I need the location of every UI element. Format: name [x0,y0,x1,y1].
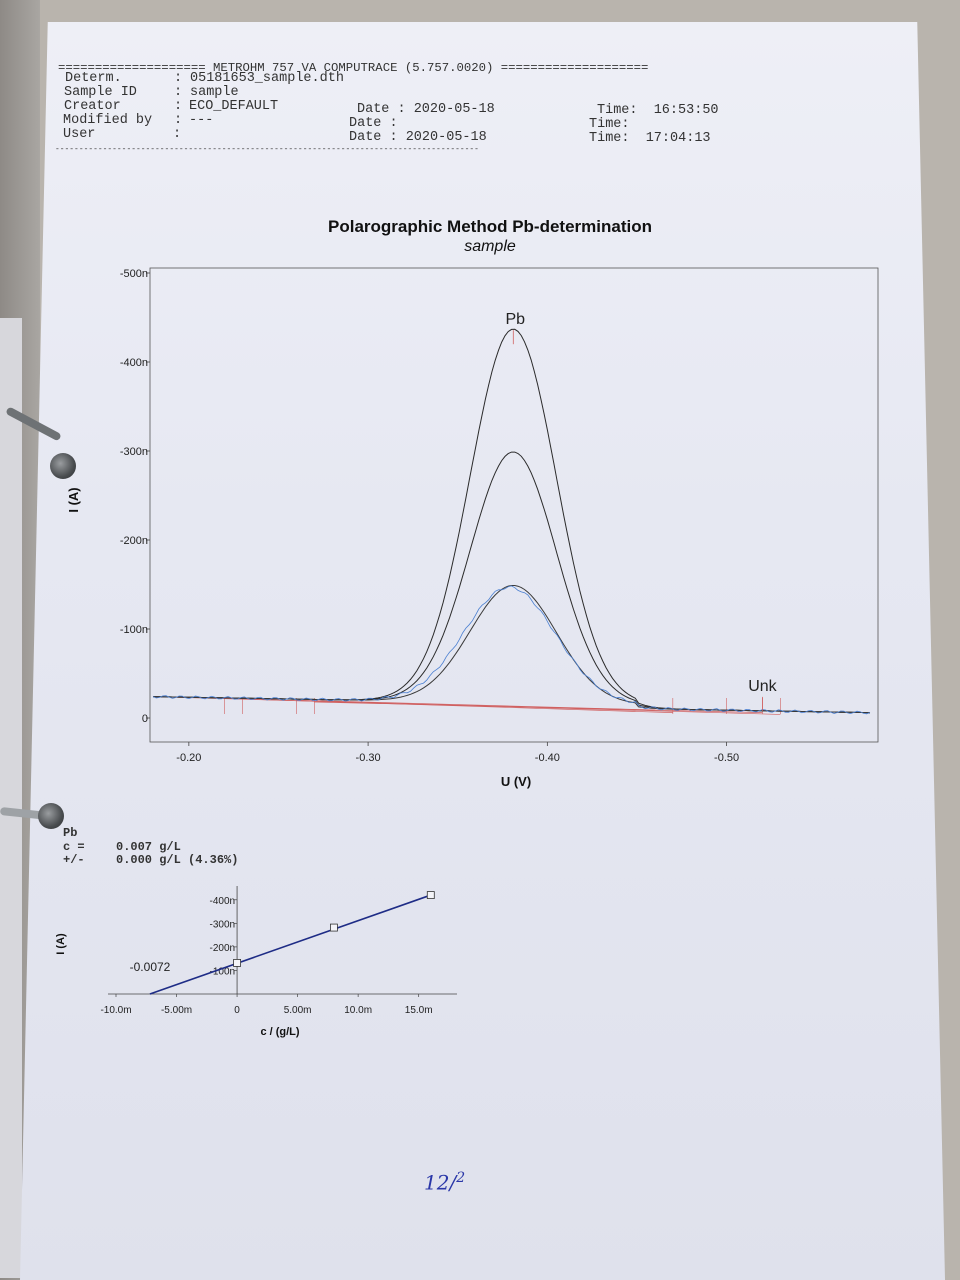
header-label-sample-id: Sample ID [64,85,137,100]
header-time-3: Time: 17:04:13 [589,131,711,146]
header-time-1: Time: 16:53:50 [597,103,719,118]
header-time-2: Time: [589,117,630,132]
binder-ring-bottom-icon [38,803,64,829]
chart-subtitle: sample [464,238,516,255]
handwritten-page-number: 12/2 [424,1170,465,1195]
header-rule: ----------------------------------------… [55,145,479,154]
paper-sheet [20,22,945,1280]
chart-title: Polarographic Method Pb-determination [328,217,652,236]
header-value-creator: ECO_DEFAULT [189,99,279,114]
header-banner: ==================== METROHM 757 VA COMP… [58,61,649,75]
header-colon-3: : [174,99,183,114]
handwritten-page-number-sup: 2 [456,1170,466,1186]
header-label-modified-by: Modified by [63,113,153,128]
header-value-determ: 05181653_sample.dth [190,71,344,86]
header-date-3: Date : 2020-05-18 [349,130,487,145]
header-label-creator: Creator [64,99,121,114]
result-pm-value: 0.000 g/L (4.36%) [116,853,239,867]
result-c-label: c = [63,840,85,854]
header-value-modified-by: --- [189,113,214,128]
underlying-page [0,318,22,1278]
header-label-user: User [63,127,96,142]
result-element: Pb [63,826,78,840]
result-pm-label: +/- [63,853,85,867]
header-value-sample-id: sample [190,85,239,100]
header-date-1: Date : 2020-05-18 [357,102,495,117]
handwritten-page-number-main: 12/ [424,1170,457,1195]
binder-ring-top-icon [50,453,76,479]
header-label-determ: Determ. [65,71,122,86]
header-date-2: Date : [349,116,398,131]
header-colon-2: : [174,85,183,100]
header-colon-4: : [174,113,183,128]
result-c-value: 0.007 g/L [116,840,181,854]
header-colon-1: : [174,71,183,86]
header-colon-5: : [173,127,182,142]
